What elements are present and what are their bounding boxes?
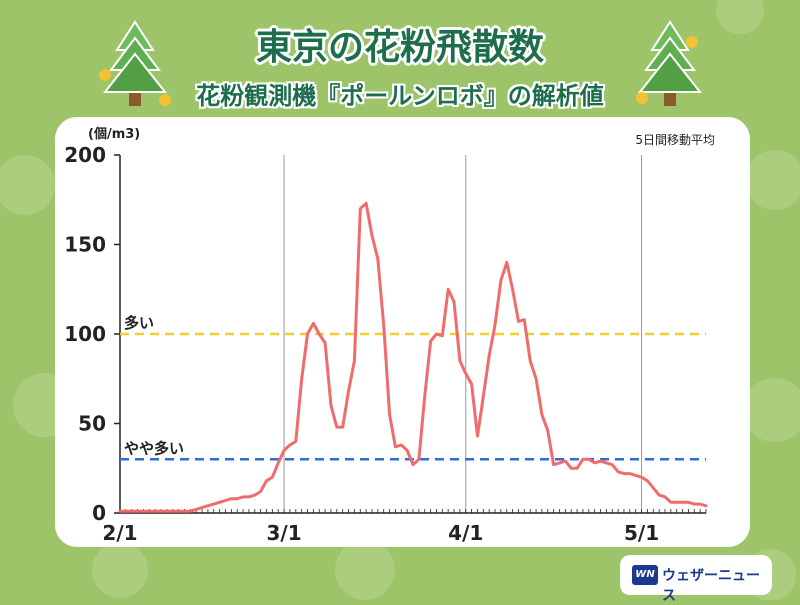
- y-tick-label: 100: [64, 322, 106, 346]
- y-tick-label: 0: [92, 501, 106, 525]
- brand-name: ウェザーニュース: [662, 568, 760, 604]
- brand-mark-icon: WN: [632, 565, 658, 585]
- pollen-series-line: [118, 201, 708, 513]
- y-tick-label: 200: [64, 143, 106, 167]
- threshold-label: やや多い: [124, 439, 184, 457]
- page-title: 東京の花粉飛散数: [255, 27, 544, 68]
- tree-icon-right: [636, 20, 703, 106]
- x-tick-label: 3/1: [267, 521, 302, 545]
- x-tick-label: 5/1: [624, 521, 659, 545]
- y-axis-unit: (個/m3): [88, 126, 140, 142]
- x-tick-label: 4/1: [448, 521, 483, 545]
- brand-logo: WN ウェザーニュース: [620, 555, 772, 604]
- chart-note: 5日間移動平均: [635, 133, 715, 147]
- tree-icon-left: [99, 20, 171, 106]
- threshold-label: 多い: [124, 314, 154, 332]
- page-subtitle: 花粉観測機『ポールンロボ』の解析値: [196, 82, 604, 110]
- y-tick-label: 150: [64, 233, 106, 257]
- y-tick-label: 50: [78, 412, 106, 436]
- x-tick-label: 2/1: [102, 521, 137, 545]
